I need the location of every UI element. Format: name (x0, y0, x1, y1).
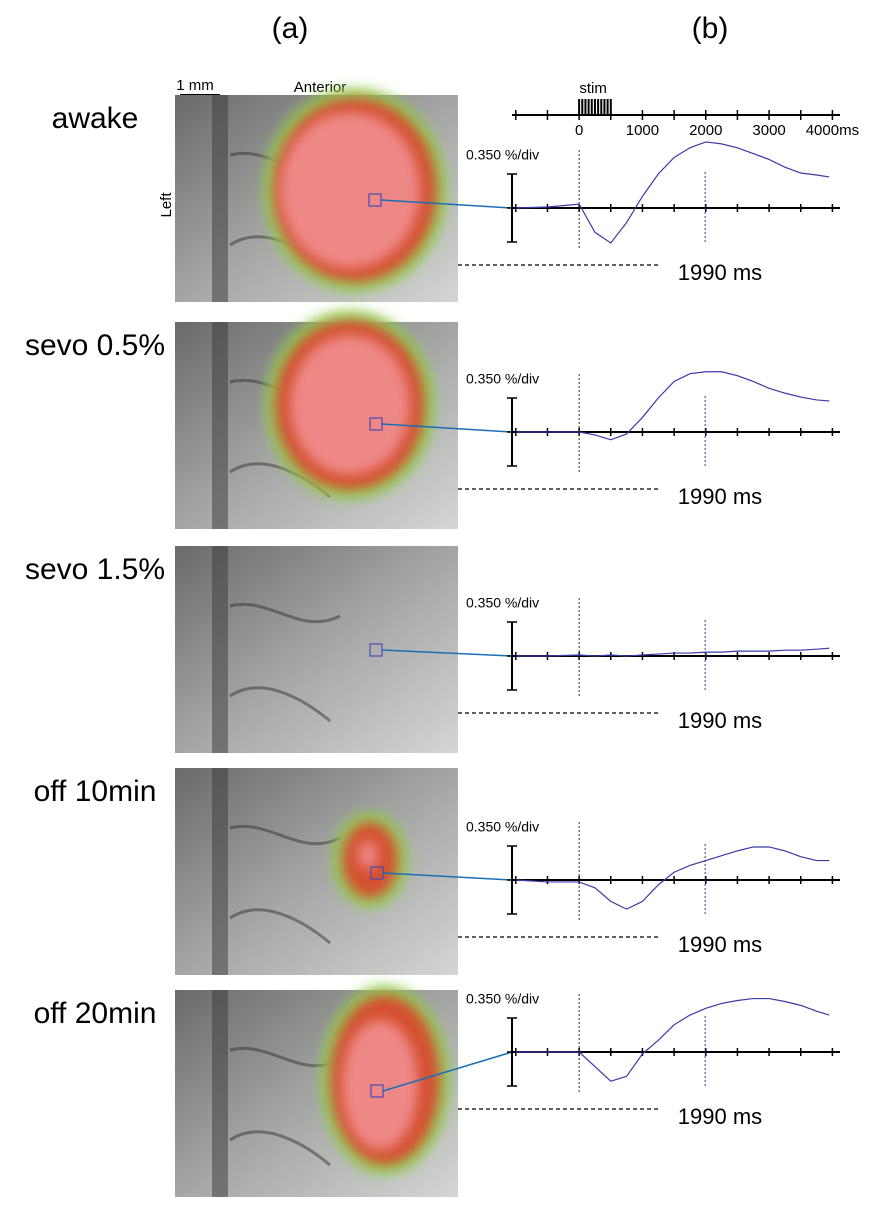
row-label: sevo 1.5% (25, 553, 165, 586)
row: sevo 0.5% 0.350 %/div 1990 ms (25, 310, 840, 529)
tick-label: 1000 (626, 122, 659, 139)
activation-core (290, 335, 410, 475)
roi-connector (382, 1051, 513, 1092)
row-label: off 20min (34, 997, 157, 1030)
roi-connector (380, 199, 513, 209)
vessel (229, 602, 341, 723)
row-label: awake (52, 102, 139, 135)
activation-core (280, 112, 420, 268)
y-scale-label: 0.350 %/div (466, 595, 539, 611)
time-label: 1990 ms (678, 708, 762, 733)
rows: awake 0.350 %/div 1990 ms sevo 0.5% 0.350 %/… (25, 88, 840, 1197)
vessel (229, 824, 341, 945)
roi-connector (382, 872, 513, 881)
tick-label: 2000 (689, 122, 722, 139)
trace (515, 141, 830, 244)
trace (515, 997, 830, 1082)
row-label: off 10min (34, 775, 157, 808)
panel-label: (a) (272, 12, 309, 45)
vessel (212, 322, 228, 529)
roi-connector (381, 423, 513, 433)
y-scale-label: 0.350 %/div (466, 991, 539, 1007)
left-label: Left (158, 192, 175, 218)
stim-axis: 0 1000 2000 3000 4000ms stim (512, 80, 859, 139)
y-scale-label: 0.350 %/div (466, 819, 539, 835)
y-scale-label: 0.350 %/div (466, 371, 539, 387)
vessel (212, 95, 228, 302)
tick-label: 3000 (752, 122, 785, 139)
tick-label: 0 (575, 122, 583, 139)
row: sevo 1.5% 0.350 %/div 1990 ms (25, 546, 840, 753)
vessel (212, 546, 228, 753)
y-scale-label: 0.350 %/div (466, 147, 539, 163)
time-label: 1990 ms (678, 932, 762, 957)
vessel (212, 990, 228, 1197)
roi-connector (381, 649, 513, 657)
row: off 20min 0.350 %/div 1990 ms (34, 985, 840, 1197)
time-label: 1990 ms (678, 260, 762, 285)
stim-label: stim (579, 80, 607, 97)
trace (515, 647, 830, 657)
tick-label: 4000ms (806, 122, 859, 139)
scale-label: 1 mm (176, 77, 214, 94)
panel-label: (b) (692, 12, 729, 45)
activation-core (358, 841, 378, 869)
time-label: 1990 ms (678, 484, 762, 509)
trace (515, 846, 830, 910)
row-label: sevo 0.5% (25, 329, 165, 362)
vessel (212, 768, 228, 975)
row: off 10min 0.350 %/div 1990 ms (34, 768, 840, 975)
row: awake 0.350 %/div 1990 ms (52, 88, 840, 302)
time-label: 1990 ms (678, 1104, 762, 1129)
trace (515, 371, 830, 441)
